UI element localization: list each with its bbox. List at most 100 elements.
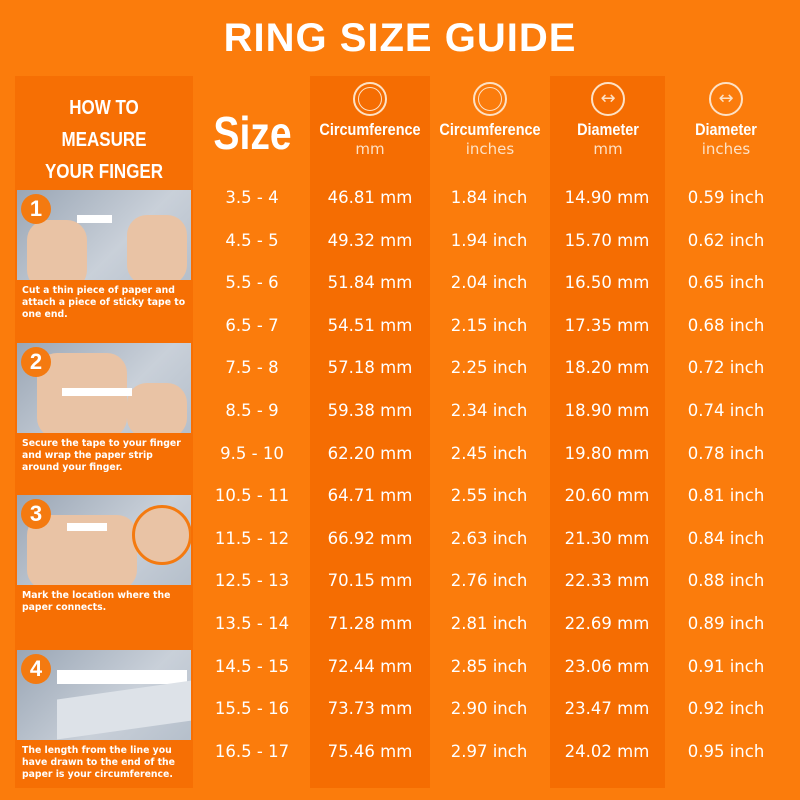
- value-cell: 2.63 inch: [450, 528, 528, 548]
- size-cell: 10.5 - 11: [214, 486, 290, 506]
- column-unit: mm: [593, 140, 623, 158]
- step-caption: Cut a thin piece of paper and attach a p…: [22, 285, 186, 320]
- value-cell: 1.94 inch: [450, 230, 528, 250]
- value-cell: 21.30 mm: [564, 528, 650, 548]
- table-row: 16.5 - 17 75.46 mm 2.97 inch 24.02 mm 0.95 i…: [195, 742, 795, 772]
- table-row: 5.5 - 6 51.84 mm 2.04 inch 16.50 mm 0.65 inc…: [195, 273, 795, 303]
- size-cell: 14.5 - 15: [214, 656, 290, 676]
- how-to-heading-line1: HOW TO MEASURE: [61, 97, 147, 151]
- value-cell: 24.02 mm: [564, 741, 650, 761]
- value-cell: 14.90 mm: [564, 188, 650, 207]
- table-row: 15.5 - 16 73.73 mm 2.90 inch 23.47 mm 0.92 i…: [195, 699, 795, 729]
- value-cell: 2.90 inch: [450, 699, 528, 719]
- value-cell: 0.81 inch: [687, 486, 765, 506]
- value-cell: 0.65 inch: [687, 273, 765, 293]
- value-cell: 15.70 mm: [564, 230, 650, 250]
- value-cell: 0.74 inch: [687, 401, 765, 420]
- column-unit: inches: [465, 140, 515, 158]
- value-cell: 18.90 mm: [564, 401, 650, 420]
- page-title: RING SIZE GUIDE: [223, 16, 577, 60]
- value-cell: 2.55 inch: [450, 486, 528, 506]
- column-label: Circumference: [319, 120, 421, 139]
- size-cell: 8.5 - 9: [225, 401, 279, 420]
- size-cell: 9.5 - 10: [220, 443, 284, 463]
- step-4-photo: 4: [17, 650, 191, 740]
- column-unit: mm: [355, 140, 385, 158]
- column-header: Circumference mm: [310, 82, 430, 158]
- column-band: [310, 76, 430, 788]
- step-number-badge: 2: [21, 347, 51, 377]
- table-row: 9.5 - 10 62.20 mm 2.45 inch 19.80 mm 0.78 in…: [195, 444, 795, 474]
- value-cell: 19.80 mm: [564, 443, 650, 463]
- value-cell: 23.06 mm: [564, 656, 650, 676]
- value-cell: 73.73 mm: [327, 699, 413, 719]
- step-3: 3 Mark the location where the paper conn…: [17, 495, 191, 614]
- step-2: 2 Secure the tape to your finger and wra…: [17, 343, 191, 474]
- step-caption: Mark the location where the paper connec…: [22, 590, 171, 613]
- value-cell: 22.33 mm: [564, 571, 650, 591]
- value-cell: 2.85 inch: [450, 656, 528, 676]
- value-cell: 1.84 inch: [450, 188, 528, 207]
- value-cell: 54.51 mm: [327, 315, 413, 335]
- table-row: 12.5 - 13 70.15 mm 2.76 inch 22.33 mm 0.88 i…: [195, 571, 795, 601]
- column-unit: inches: [701, 140, 751, 158]
- value-cell: 0.91 inch: [687, 656, 765, 676]
- table-row: 8.5 - 9 59.38 mm 2.34 inch 18.90 mm 0.74 inc…: [195, 401, 795, 431]
- value-cell: 66.92 mm: [327, 528, 413, 548]
- ring-circumference-icon: [473, 82, 507, 116]
- value-cell: 17.35 mm: [564, 315, 650, 335]
- step-number-badge: 4: [21, 654, 51, 684]
- step-number-badge: 1: [21, 194, 51, 224]
- table-row: 6.5 - 7 54.51 mm 2.15 inch 17.35 mm 0.68 inc…: [195, 316, 795, 346]
- value-cell: 2.76 inch: [450, 571, 528, 591]
- value-cell: 0.95 inch: [687, 741, 765, 761]
- ring-circumference-icon: [353, 82, 387, 116]
- value-cell: 0.88 inch: [687, 571, 765, 591]
- value-cell: 75.46 mm: [327, 741, 413, 761]
- step-caption: Secure the tape to your finger and wrap …: [22, 438, 181, 473]
- step-1: 1 Cut a thin piece of paper and attach a…: [17, 190, 191, 321]
- value-cell: 22.69 mm: [564, 614, 650, 633]
- size-cell: 4.5 - 5: [225, 230, 279, 250]
- value-cell: 71.28 mm: [327, 614, 413, 633]
- value-cell: 0.92 inch: [687, 699, 765, 719]
- value-cell: 64.71 mm: [327, 486, 413, 506]
- size-cell: 3.5 - 4: [225, 188, 279, 207]
- step-1-photo: 1: [17, 190, 191, 280]
- value-cell: 2.34 inch: [450, 401, 528, 420]
- size-header: Size: [213, 107, 292, 159]
- column-header: Circumference inches: [430, 82, 550, 158]
- size-cell: 16.5 - 17: [214, 741, 290, 761]
- value-cell: 2.25 inch: [450, 358, 528, 378]
- value-cell: 20.60 mm: [564, 486, 650, 506]
- value-cell: 0.62 inch: [687, 230, 765, 250]
- value-cell: 51.84 mm: [327, 273, 413, 293]
- value-cell: 0.84 inch: [687, 528, 765, 548]
- column-band: [550, 76, 665, 788]
- table-row: 10.5 - 11 64.71 mm 2.55 inch 20.60 mm 0.81 i…: [195, 486, 795, 516]
- size-cell: 11.5 - 12: [214, 528, 290, 548]
- size-cell: 6.5 - 7: [225, 315, 279, 335]
- value-cell: 0.72 inch: [687, 358, 765, 378]
- value-cell: 18.20 mm: [564, 358, 650, 378]
- size-cell: 15.5 - 16: [214, 699, 290, 719]
- table-row: 4.5 - 5 49.32 mm 1.94 inch 15.70 mm 0.62 inc…: [195, 231, 795, 261]
- value-cell: 0.68 inch: [687, 315, 765, 335]
- size-cell: 7.5 - 8: [225, 358, 279, 378]
- table-row: 13.5 - 14 71.28 mm 2.81 inch 22.69 mm 0.89 i…: [195, 614, 795, 644]
- value-cell: 2.04 inch: [450, 273, 528, 293]
- step-caption: The length from the line you have drawn …: [22, 745, 175, 780]
- value-cell: 2.45 inch: [450, 443, 528, 463]
- size-cell: 12.5 - 13: [214, 571, 290, 591]
- table-row: 7.5 - 8 57.18 mm 2.25 inch 18.20 mm 0.72 inc…: [195, 358, 795, 388]
- value-cell: 2.97 inch: [450, 741, 528, 761]
- value-cell: 57.18 mm: [327, 358, 413, 378]
- table-row: 14.5 - 15 72.44 mm 2.85 inch 23.06 mm 0.91 i…: [195, 657, 795, 687]
- ring-diameter-icon: [591, 82, 625, 116]
- value-cell: 0.78 inch: [687, 443, 765, 463]
- table-row: 11.5 - 12 66.92 mm 2.63 inch 21.30 mm 0.84 i…: [195, 529, 795, 559]
- table-row: 3.5 - 4 46.81 mm 1.84 inch 14.90 mm 0.59 inc…: [195, 188, 795, 218]
- value-cell: 70.15 mm: [327, 571, 413, 591]
